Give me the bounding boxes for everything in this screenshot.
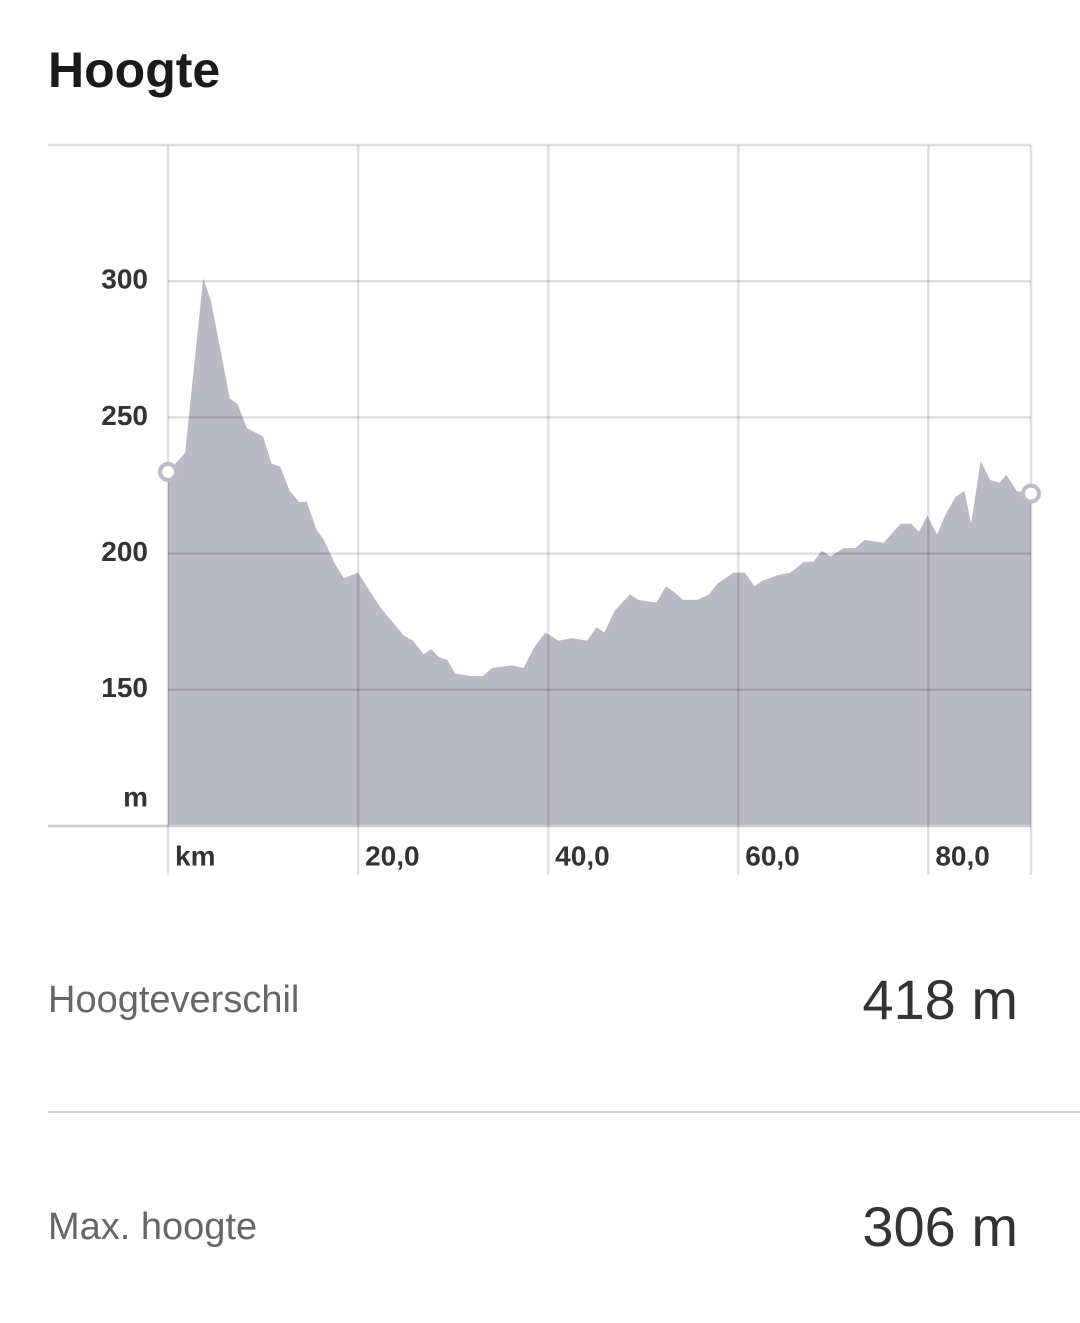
- endpoint-marker: [1021, 483, 1041, 504]
- y-axis-label: m: [123, 781, 148, 812]
- x-tick-label: 80,0: [935, 840, 990, 871]
- y-tick-label: 200: [101, 536, 148, 567]
- y-tick-label: 150: [101, 672, 148, 703]
- y-tick-label: 250: [101, 400, 148, 431]
- stat-value: 306 m: [862, 1195, 1018, 1258]
- y-tick-label: 300: [101, 264, 148, 295]
- x-tick-label: 40,0: [555, 840, 610, 871]
- x-tick-label: 20,0: [365, 840, 420, 871]
- x-axis-label: km: [175, 840, 215, 871]
- chart-title: Hoogte: [48, 42, 220, 98]
- elevation-area: [168, 278, 1031, 826]
- stat-label: Hoogteverschil: [48, 979, 299, 1021]
- stat-value: 418 m: [862, 968, 1018, 1031]
- endpoint-marker: [158, 461, 178, 482]
- x-tick-label: 60,0: [745, 840, 800, 871]
- stat-label: Max. hoogte: [48, 1206, 257, 1248]
